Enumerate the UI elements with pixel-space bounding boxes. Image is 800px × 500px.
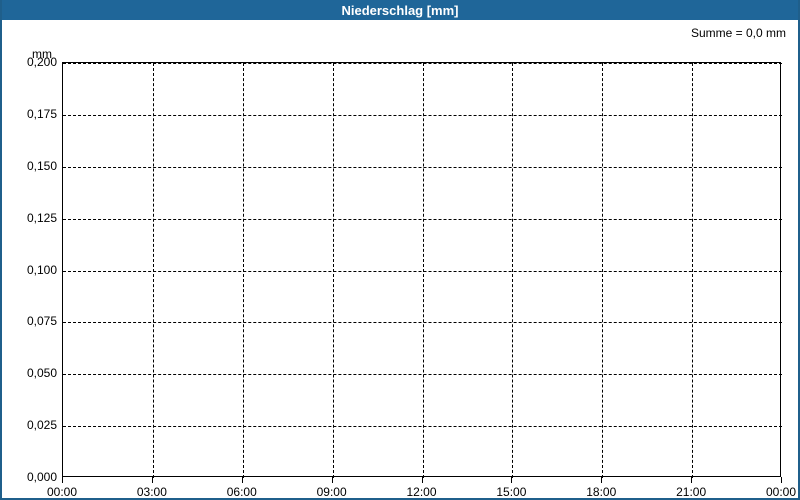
x-tick-mark — [242, 477, 243, 483]
x-tick-label-3: 09:00 17.10.25 — [302, 485, 362, 500]
y-tick-label-1: 0,175 — [12, 107, 57, 121]
y-tick-label-3: 0,125 — [12, 211, 57, 225]
x-tick-label-2: 06:00 17.10.25 — [212, 485, 272, 500]
x-tick-label-7: 21:00 17.10.25 — [661, 485, 721, 500]
x-tick-label-5: 15:00 17.10.25 — [481, 485, 541, 500]
plot-area[interactable] — [62, 62, 781, 477]
x-tick-mark — [691, 477, 692, 483]
x-tick-mark — [511, 477, 512, 483]
x-tick-mark — [601, 477, 602, 483]
x-tick-label-4: 12:00 17.10.25 — [392, 485, 452, 500]
y-tick-label-7: 0,025 — [12, 418, 57, 432]
y-tick-label-8: 0,000 — [12, 470, 57, 484]
x-tick-mark — [332, 477, 333, 483]
y-tick-label-0: 0,200 — [12, 55, 57, 69]
gridline-vertical — [692, 63, 693, 478]
x-tick-label-6: 18:00 17.10.25 — [571, 485, 631, 500]
gridline-vertical — [602, 63, 603, 478]
x-tick-mark — [422, 477, 423, 483]
y-tick-label-5: 0,075 — [12, 314, 57, 328]
gridline-vertical — [333, 63, 334, 478]
titlebar: Niederschlag [mm] — [2, 0, 798, 20]
gridline-vertical — [243, 63, 244, 478]
chart-area: mm 0,200 0,175 0,150 0,125 0,100 0,07 — [2, 22, 800, 500]
x-tick-mark — [781, 477, 782, 483]
gridline-vertical — [423, 63, 424, 478]
gridline-vertical — [512, 63, 513, 478]
x-tick-label-8: 00:00 18.10.25 — [751, 485, 800, 500]
y-tick-label-4: 0,100 — [12, 263, 57, 277]
x-tick-mark — [62, 477, 63, 483]
x-tick-label-0: 00:00 17.10.25 — [32, 485, 92, 500]
y-tick-label-2: 0,150 — [12, 159, 57, 173]
x-tick-label-1: 03:00 17.10.25 — [122, 485, 182, 500]
window-title: Niederschlag [mm] — [341, 3, 458, 18]
y-tick-label-6: 0,050 — [12, 366, 57, 380]
x-tick-mark — [152, 477, 153, 483]
gridline-vertical — [153, 63, 154, 478]
precipitation-chart-window: Niederschlag [mm] Summe = 0,0 mm mm 0,20… — [0, 0, 800, 500]
